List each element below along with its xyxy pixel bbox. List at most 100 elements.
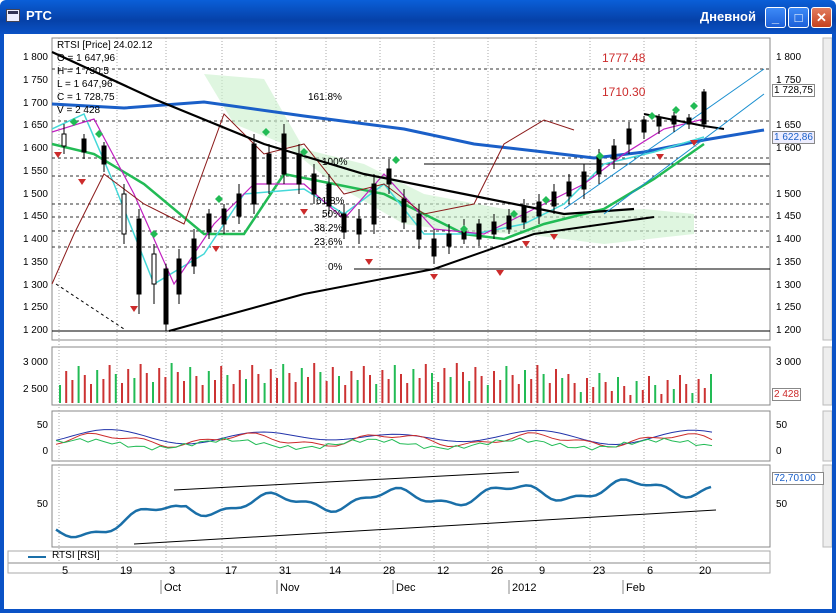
sell-arrow xyxy=(212,246,220,252)
candle-body xyxy=(581,171,587,190)
candle-body xyxy=(206,213,212,233)
volume-bar xyxy=(307,377,309,403)
candle-body xyxy=(476,223,482,240)
price-axis-label-right: 1 650 xyxy=(776,120,802,132)
volume-bar xyxy=(282,364,285,403)
price-axis-label: 1 350 xyxy=(22,256,48,268)
rsi-axis-label: 50 xyxy=(36,499,48,510)
buy-marker xyxy=(460,225,468,233)
candle-body xyxy=(491,221,497,235)
volume-bar xyxy=(319,372,322,403)
volume-bar xyxy=(443,368,446,403)
volume-bar xyxy=(257,374,260,403)
volume-bar xyxy=(679,375,681,403)
volume-bar xyxy=(83,375,86,403)
info-line: C = 1 728,75 xyxy=(57,92,115,103)
buy-marker xyxy=(95,130,103,138)
candle-body xyxy=(566,181,572,197)
volume-bar xyxy=(449,377,452,403)
volume-bar xyxy=(592,387,595,403)
buy-marker xyxy=(150,230,158,238)
buy-marker xyxy=(392,156,400,164)
rsi-axis-label-right: 50 xyxy=(776,499,788,510)
rsi-lower-trend xyxy=(133,509,717,545)
x-axis-day: 23 xyxy=(593,565,606,577)
osc-axis-label-right: 0 xyxy=(776,446,782,457)
rsi-panel-frame xyxy=(51,464,771,548)
price-panel-frame xyxy=(51,37,771,341)
sell-arrow xyxy=(430,274,438,280)
price-axis-label-right: 1 250 xyxy=(776,302,802,314)
fib-label: 23.6% xyxy=(314,237,343,248)
volume-bar xyxy=(666,380,669,403)
volume-bar xyxy=(542,374,545,403)
volume-bar xyxy=(127,369,130,403)
candle-body xyxy=(311,173,317,195)
volume-bar xyxy=(672,389,675,403)
x-axis-day: 28 xyxy=(383,565,396,577)
candle-body xyxy=(236,193,242,217)
app-icon xyxy=(6,9,20,22)
fib-label: 50% xyxy=(322,209,343,220)
osc-axis-label: 50 xyxy=(36,420,48,431)
legend-swatch xyxy=(28,556,46,558)
trend-resistance xyxy=(51,51,635,216)
buy-marker xyxy=(648,112,656,120)
osc-adx xyxy=(55,437,713,451)
channel-upper xyxy=(563,68,765,210)
volume-bar xyxy=(381,370,384,403)
last-close-tag: 1 728,75 xyxy=(772,84,815,97)
rsi-lines xyxy=(55,471,717,545)
price-axis-label: 1 300 xyxy=(22,279,48,291)
rsi-line xyxy=(55,478,712,539)
candle-body xyxy=(163,268,169,325)
volume-bar xyxy=(145,373,148,403)
candle-body xyxy=(81,138,87,153)
osc-panel-frame xyxy=(51,410,771,462)
buy-marker xyxy=(215,195,223,203)
minimize-button[interactable]: _ xyxy=(765,7,786,28)
buy-marker xyxy=(672,106,680,114)
x-axis-day: 5 xyxy=(62,565,69,577)
volume-bar xyxy=(455,363,458,403)
x-axis-month: Oct xyxy=(164,582,182,594)
candle-body xyxy=(626,128,632,145)
volume-bar xyxy=(226,375,229,403)
candle-body xyxy=(121,193,127,235)
volume-bar xyxy=(573,383,576,403)
info-line: RTSI [Price] 24.02.12 xyxy=(57,40,153,51)
volume-bar xyxy=(474,367,477,403)
price-axis-label: 1 550 xyxy=(22,165,48,177)
volume-bar xyxy=(220,366,223,403)
chart-canvas[interactable] xyxy=(4,34,832,609)
sell-arrow xyxy=(496,270,504,276)
candle-body xyxy=(371,183,377,225)
candle-body xyxy=(266,153,272,185)
sell-arrow xyxy=(54,152,62,158)
maximize-button[interactable]: □ xyxy=(788,7,809,28)
annotation-high: 1777.48 xyxy=(602,51,646,65)
volume-bar xyxy=(654,385,657,403)
close-button[interactable]: ✕ xyxy=(811,7,832,28)
sell-arrow xyxy=(78,179,86,185)
sell-arrow xyxy=(300,209,308,215)
volume-bar xyxy=(567,374,570,403)
candle-body xyxy=(356,218,362,235)
price-axis-label-right: 1 300 xyxy=(776,279,802,291)
volume-bar xyxy=(511,375,514,403)
x-axis-day: 26 xyxy=(491,565,504,577)
volume-bar xyxy=(468,381,471,403)
info-line: H = 1 730,5 xyxy=(57,66,109,77)
window-frame: RTSI [Price] 24.02.12 O = 1 647,96 H = 1… xyxy=(0,34,836,613)
volume-bar xyxy=(207,371,210,403)
volume-bar xyxy=(579,392,582,403)
price-scrollbar xyxy=(822,37,832,341)
candle-body xyxy=(221,208,227,225)
volume-bar xyxy=(65,371,68,403)
annotation-level: 1710.30 xyxy=(602,85,646,99)
volume-bar xyxy=(418,378,421,403)
volume-bar xyxy=(462,372,464,403)
x-axis-day: 17 xyxy=(225,565,238,577)
price-axis-label-right: 1 200 xyxy=(776,325,802,336)
buy-marker xyxy=(542,196,550,204)
